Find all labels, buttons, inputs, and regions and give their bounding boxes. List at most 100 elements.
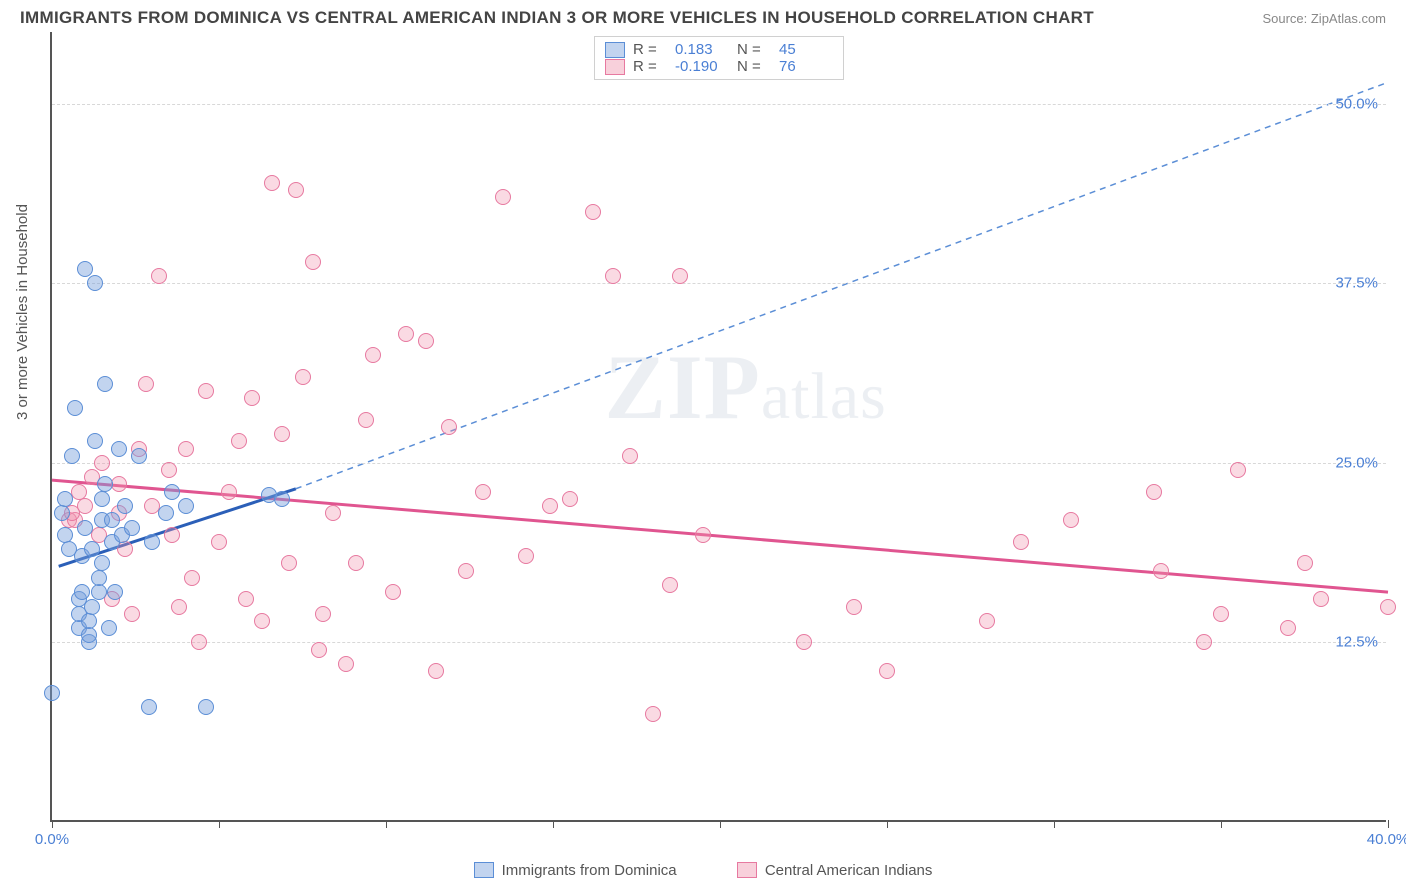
n-label: N = [737, 58, 771, 75]
data-point-pink [238, 591, 254, 607]
data-point-pink [138, 376, 154, 392]
data-point-blue [91, 570, 107, 586]
data-point-pink [358, 412, 374, 428]
data-point-pink [151, 268, 167, 284]
data-point-pink [398, 326, 414, 342]
x-tick [1388, 820, 1389, 828]
y-axis-label: 3 or more Vehicles in Household [14, 204, 31, 420]
data-point-pink [274, 426, 290, 442]
data-point-pink [184, 570, 200, 586]
data-point-blue [107, 584, 123, 600]
data-point-pink [672, 268, 688, 284]
trend-lines [52, 32, 1386, 820]
data-point-pink [305, 254, 321, 270]
y-tick-label: 50.0% [1335, 95, 1378, 112]
data-point-pink [338, 656, 354, 672]
data-point-blue [131, 448, 147, 464]
data-point-blue [54, 505, 70, 521]
x-tick [887, 820, 888, 828]
swatch-pink-icon [737, 862, 757, 878]
gridline [52, 283, 1386, 284]
data-point-blue [274, 491, 290, 507]
data-point-pink [94, 455, 110, 471]
chart-container: ZIPatlas R = 0.183 N = 45 R = -0.190 N =… [50, 32, 1386, 822]
data-point-pink [542, 498, 558, 514]
swatch-pink-icon [605, 59, 625, 75]
data-point-blue [57, 527, 73, 543]
data-point-pink [695, 527, 711, 543]
r-value-blue: 0.183 [675, 41, 729, 58]
data-point-pink [191, 634, 207, 650]
data-point-pink [385, 584, 401, 600]
data-point-pink [1146, 484, 1162, 500]
n-label: N = [737, 41, 771, 58]
data-point-pink [645, 706, 661, 722]
data-point-pink [311, 642, 327, 658]
data-point-pink [288, 182, 304, 198]
data-point-pink [164, 527, 180, 543]
data-point-pink [562, 491, 578, 507]
gridline [52, 104, 1386, 105]
data-point-blue [77, 520, 93, 536]
data-point-blue [74, 584, 90, 600]
data-point-pink [1313, 591, 1329, 607]
data-point-pink [315, 606, 331, 622]
legend-label-pink: Central American Indians [765, 862, 933, 879]
data-point-blue [158, 505, 174, 521]
data-point-blue [87, 275, 103, 291]
data-point-pink [178, 441, 194, 457]
data-point-pink [325, 505, 341, 521]
data-point-blue [124, 520, 140, 536]
data-point-pink [221, 484, 237, 500]
data-point-blue [144, 534, 160, 550]
data-point-blue [101, 620, 117, 636]
swatch-blue-icon [474, 862, 494, 878]
trend-line [52, 480, 1388, 592]
data-point-pink [1013, 534, 1029, 550]
data-point-blue [64, 448, 80, 464]
data-point-pink [254, 613, 270, 629]
data-point-blue [97, 376, 113, 392]
data-point-blue [164, 484, 180, 500]
data-point-pink [1153, 563, 1169, 579]
data-point-pink [475, 484, 491, 500]
data-point-pink [495, 189, 511, 205]
data-point-pink [585, 204, 601, 220]
data-point-blue [67, 400, 83, 416]
data-point-pink [879, 663, 895, 679]
correlation-legend: R = 0.183 N = 45 R = -0.190 N = 76 [594, 36, 844, 80]
legend-label-blue: Immigrants from Dominica [502, 862, 677, 879]
data-point-pink [1280, 620, 1296, 636]
y-tick-label: 25.0% [1335, 454, 1378, 471]
data-point-pink [662, 577, 678, 593]
data-point-pink [348, 555, 364, 571]
data-point-pink [1230, 462, 1246, 478]
legend-row-pink: R = -0.190 N = 76 [605, 58, 833, 75]
data-point-blue [77, 261, 93, 277]
data-point-blue [81, 627, 97, 643]
data-point-pink [244, 390, 260, 406]
source-attribution: Source: ZipAtlas.com [1262, 11, 1386, 26]
data-point-blue [44, 685, 60, 701]
data-point-blue [141, 699, 157, 715]
series-legend: Immigrants from Dominica Central America… [0, 862, 1406, 883]
legend-row-blue: R = 0.183 N = 45 [605, 41, 833, 58]
x-tick [553, 820, 554, 828]
legend-item-pink: Central American Indians [737, 862, 933, 879]
data-point-pink [211, 534, 227, 550]
data-point-blue [198, 699, 214, 715]
data-point-pink [846, 599, 862, 615]
data-point-blue [94, 491, 110, 507]
data-point-blue [81, 613, 97, 629]
x-tick [720, 820, 721, 828]
data-point-pink [1213, 606, 1229, 622]
data-point-pink [161, 462, 177, 478]
r-label: R = [633, 41, 667, 58]
data-point-blue [111, 441, 127, 457]
n-value-blue: 45 [779, 41, 833, 58]
data-point-blue [94, 555, 110, 571]
data-point-blue [84, 599, 100, 615]
x-tick [1054, 820, 1055, 828]
x-tick-label: 40.0% [1367, 831, 1406, 848]
data-point-pink [518, 548, 534, 564]
